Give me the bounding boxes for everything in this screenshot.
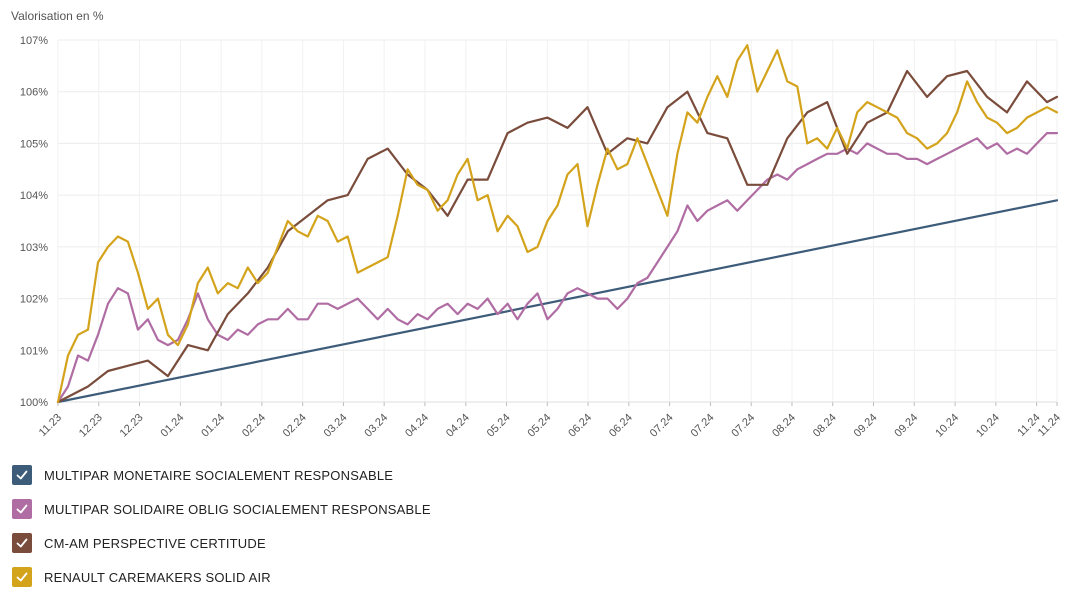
series-line — [56, 132, 1059, 404]
check-icon — [16, 470, 28, 480]
y-axis-title: Valorisation en % — [11, 9, 104, 23]
legend-item[interactable]: RENAULT CAREMAKERS SOLID AIR — [12, 560, 431, 594]
x-tick-label: 10.24 — [974, 412, 1002, 440]
legend-label: MULTIPAR MONETAIRE SOCIALEMENT RESPONSAB… — [44, 467, 394, 483]
x-tick-label: 09.24 — [892, 412, 920, 440]
y-tick-label: 106% — [20, 87, 48, 99]
x-tick-label: 04.24 — [444, 412, 472, 440]
legend-checkbox[interactable] — [12, 567, 32, 587]
y-tick-label: 104% — [20, 190, 48, 202]
x-tick-label: 10.24 — [933, 412, 961, 440]
x-tick-label: 02.24 — [240, 412, 268, 440]
check-icon — [16, 504, 28, 514]
x-tick-label: 01.24 — [159, 412, 187, 440]
x-tick-label: 12.23 — [77, 412, 105, 440]
x-tick-label: 05.24 — [485, 412, 513, 440]
x-tick-label: 02.24 — [281, 412, 309, 440]
x-tick-label: 09.24 — [852, 412, 880, 440]
legend-label: CM-AM PERSPECTIVE CERTITUDE — [44, 535, 266, 551]
x-tick-label: 11.24 — [1015, 412, 1042, 439]
line-chart: 100% 101% 102% 103% 104% 105% 106% 107% 11.23 12.… — [20, 35, 1063, 440]
x-tick-label: 07.24 — [689, 412, 717, 440]
y-tick-label: 105% — [20, 138, 48, 150]
legend-label: RENAULT CAREMAKERS SOLID AIR — [44, 569, 271, 585]
x-tick-label: 01.24 — [199, 412, 227, 440]
series-line — [56, 69, 1059, 404]
series-line — [56, 199, 1059, 404]
y-tick-label: 107% — [20, 35, 48, 47]
check-icon — [16, 572, 28, 582]
x-tick-label: 03.24 — [322, 412, 350, 440]
series-line — [56, 44, 1059, 404]
y-tick-label: 101% — [20, 345, 48, 357]
check-icon — [16, 538, 28, 548]
chart-legend: MULTIPAR MONETAIRE SOCIALEMENT RESPONSAB… — [12, 458, 431, 594]
x-tick-label: 11.24 — [1036, 412, 1063, 439]
x-tick-label: 07.24 — [648, 412, 676, 440]
x-tick-label: 05.24 — [525, 412, 553, 440]
legend-item[interactable]: MULTIPAR MONETAIRE SOCIALEMENT RESPONSAB… — [12, 458, 431, 492]
y-tick-label: 102% — [20, 294, 48, 306]
x-tick-label: 03.24 — [362, 412, 390, 440]
legend-item[interactable]: CM-AM PERSPECTIVE CERTITUDE — [12, 526, 431, 560]
x-tick-label: 07.24 — [729, 412, 757, 440]
x-tick-label: 11.23 — [37, 412, 64, 439]
x-tick-label: 06.24 — [566, 412, 594, 440]
legend-label: MULTIPAR SOLIDAIRE OBLIG SOCIALEMENT RES… — [44, 501, 431, 517]
legend-checkbox[interactable] — [12, 465, 32, 485]
y-tick-label: 103% — [20, 242, 48, 254]
legend-checkbox[interactable] — [12, 499, 32, 519]
x-tick-label: 06.24 — [607, 412, 635, 440]
x-tick-label: 08.24 — [770, 412, 798, 440]
legend-item[interactable]: MULTIPAR SOLIDAIRE OBLIG SOCIALEMENT RES… — [12, 492, 431, 526]
y-tick-label: 100% — [20, 397, 48, 409]
x-tick-label: 12.23 — [118, 412, 146, 440]
x-tick-label: 04.24 — [403, 412, 431, 440]
legend-checkbox[interactable] — [12, 533, 32, 553]
x-tick-label: 08.24 — [811, 412, 839, 440]
